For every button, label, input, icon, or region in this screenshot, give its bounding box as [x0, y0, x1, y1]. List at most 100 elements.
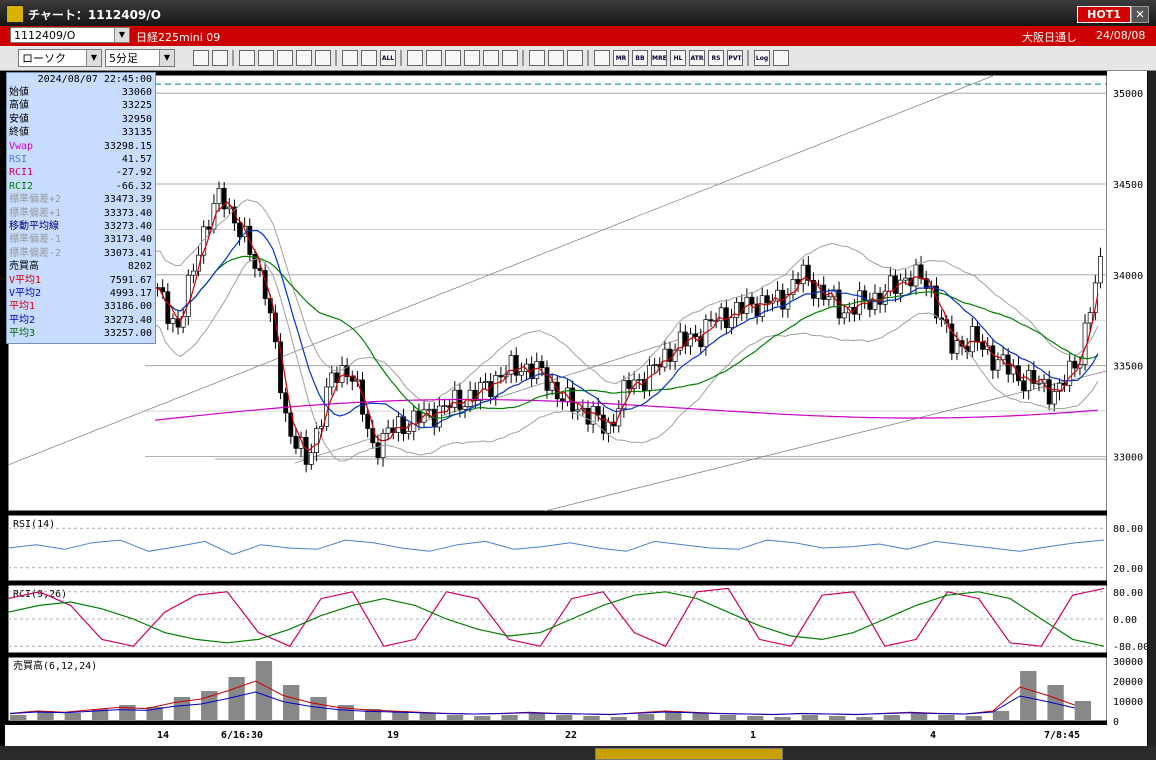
window-title: チャート：1112409/O [28, 8, 161, 22]
trend-line [544, 370, 1108, 512]
search-icon[interactable] [258, 50, 274, 66]
info-row: V平均2 4993.17 [7, 287, 155, 300]
toolbar-separator [335, 50, 337, 66]
candle [442, 405, 447, 408]
all-icon[interactable]: ALL [380, 50, 396, 66]
info-row: 売買高 8202 [7, 260, 155, 273]
volume-bar [528, 713, 546, 721]
scroll-thumb[interactable] [595, 748, 783, 760]
candle [191, 270, 196, 276]
candle [411, 410, 417, 432]
chevron-down-icon[interactable]: ▼ [159, 50, 174, 66]
chevron-down-icon[interactable]: ▼ [114, 28, 129, 42]
symbol-select[interactable]: 1112409/O ▼ [10, 27, 130, 43]
rsi-title: RSI(14) [13, 519, 55, 530]
candle [349, 376, 355, 382]
copy-icon[interactable] [483, 50, 499, 66]
info-row: 移動平均線 33273.40 [7, 220, 155, 233]
volume-bar [337, 705, 354, 721]
bb-icon[interactable]: BB [632, 50, 648, 66]
candle [406, 431, 412, 435]
zoom-icon[interactable] [193, 50, 209, 66]
candle [549, 381, 555, 391]
color-icon[interactable] [567, 50, 583, 66]
info-row: 標準偏差-1 33173.40 [7, 233, 155, 246]
candle [278, 341, 283, 394]
value-icon[interactable] [361, 50, 377, 66]
hl-icon[interactable]: HL [670, 50, 686, 66]
candle [949, 323, 955, 354]
candle [1087, 312, 1093, 324]
ma-icon[interactable] [594, 50, 610, 66]
mre-icon[interactable]: MRE [651, 50, 667, 66]
candle [467, 389, 473, 407]
horizontal-scrollbar[interactable] [0, 746, 1156, 760]
trash-icon[interactable] [502, 50, 518, 66]
tool-icon[interactable] [548, 50, 564, 66]
candle [734, 301, 740, 318]
volume-bar [719, 715, 737, 721]
info-value: 33060 [121, 87, 152, 98]
undo-icon[interactable] [464, 50, 480, 66]
volume-bar [474, 716, 491, 721]
rci1-line [7, 587, 1105, 647]
volume-bar [91, 709, 109, 721]
candle [1000, 354, 1006, 361]
candle [288, 412, 294, 437]
candle [1036, 382, 1042, 385]
volume-bar [692, 713, 709, 721]
date-label: 24/08/08 [1096, 29, 1146, 42]
bar-icon[interactable] [296, 50, 312, 66]
rs-icon[interactable]: RS [708, 50, 724, 66]
info-value: 33225 [121, 100, 152, 112]
info-row: RSI 41.57 [7, 153, 155, 166]
hot-button[interactable]: HOT1 [1077, 6, 1131, 23]
atr-icon[interactable]: ATR [689, 50, 705, 66]
chart-svg[interactable]: 35000 34500 34000 33500 33000 RSI(14) 80.00 20.… [5, 71, 1149, 747]
candle [903, 277, 909, 281]
toolbar-separator [587, 50, 589, 66]
crosshair-icon[interactable] [212, 50, 228, 66]
info-value: 33298.15 [103, 140, 152, 152]
chart-type-select[interactable]: ローソク ▼ [18, 49, 102, 67]
trend-icon[interactable] [239, 50, 255, 66]
volume-bar [119, 705, 136, 721]
info-value: -27.92 [115, 167, 152, 179]
info-label: 高値 [9, 100, 29, 112]
print-icon[interactable] [773, 50, 789, 66]
line-icon[interactable] [426, 50, 442, 66]
lock-icon[interactable] [315, 50, 331, 66]
x-tick-label: 22 [565, 730, 577, 741]
pvt-icon[interactable]: PVT [727, 50, 743, 66]
volume-title: 売買高(6,12,24) [13, 659, 97, 672]
pen-icon[interactable] [407, 50, 423, 66]
info-label: 安値 [9, 113, 29, 125]
info-label: 標準偏差+1 [9, 207, 62, 219]
volume-bar [637, 714, 655, 721]
volume-panel [7, 656, 1108, 722]
volume-bar [10, 715, 27, 721]
log-icon[interactable]: Log [754, 50, 770, 66]
mr-icon[interactable]: MR [613, 50, 629, 66]
y-axis-area [1107, 71, 1147, 747]
candle [759, 295, 765, 317]
tick-icon[interactable] [342, 50, 358, 66]
chevron-down-icon[interactable]: ▼ [86, 50, 101, 66]
interval-select[interactable]: 5分足 ▼ [105, 49, 175, 67]
info-value: -66.32 [115, 180, 152, 192]
settings-icon[interactable] [529, 50, 545, 66]
volume-bar [146, 707, 163, 721]
instrument-name: 日経225mini 09 [136, 31, 221, 44]
chart-area[interactable]: 35000 34500 34000 33500 33000 RSI(14) 80.00 20.… [5, 71, 1149, 747]
volume-bar [556, 715, 573, 721]
close-icon[interactable]: ✕ [1131, 6, 1149, 23]
vertical-scrollbar[interactable] [1148, 71, 1156, 746]
cursor-icon[interactable] [445, 50, 461, 66]
x-tick-label: 6/16:30 [221, 730, 263, 741]
candle [539, 361, 545, 368]
candle [682, 331, 688, 347]
candle [590, 406, 596, 425]
candle [826, 296, 832, 300]
candle-icon[interactable] [277, 50, 293, 66]
candle [498, 375, 504, 378]
